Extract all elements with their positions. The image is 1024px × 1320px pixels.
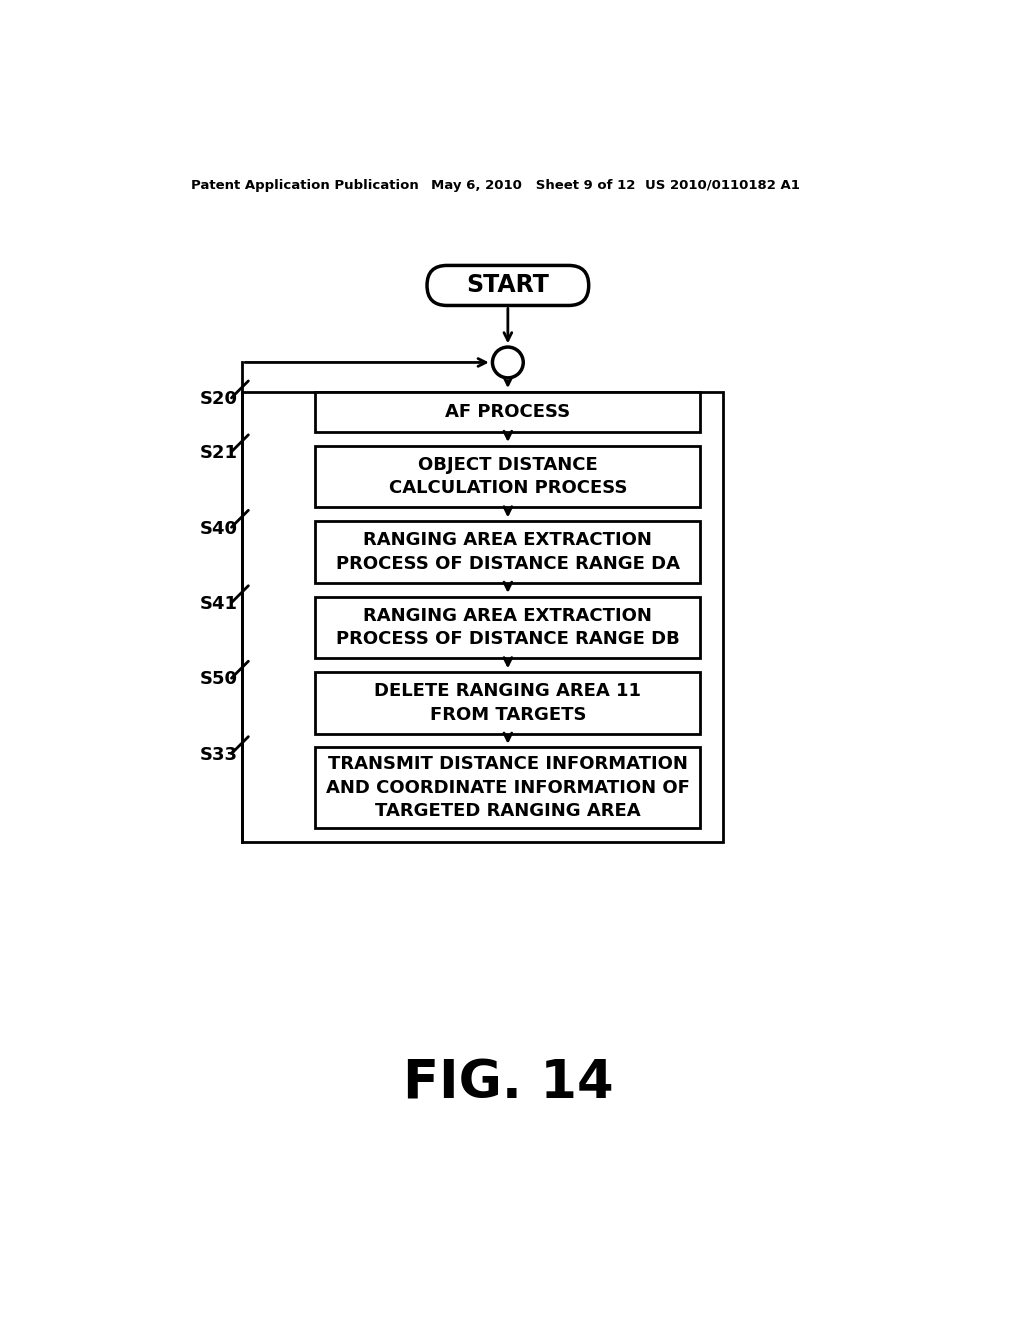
Text: RANGING AREA EXTRACTION
PROCESS OF DISTANCE RANGE DA: RANGING AREA EXTRACTION PROCESS OF DISTA… — [336, 531, 680, 573]
Bar — [315, 672, 700, 734]
Text: OBJECT DISTANCE
CALCULATION PROCESS: OBJECT DISTANCE CALCULATION PROCESS — [389, 455, 627, 498]
Text: US 2010/0110182 A1: US 2010/0110182 A1 — [645, 178, 800, 191]
Text: S41: S41 — [200, 595, 238, 612]
Bar — [315, 747, 700, 829]
Text: AF PROCESS: AF PROCESS — [445, 403, 570, 421]
Text: TRANSMIT DISTANCE INFORMATION
AND COORDINATE INFORMATION OF
TARGETED RANGING ARE: TRANSMIT DISTANCE INFORMATION AND COORDI… — [326, 755, 690, 821]
Text: S20: S20 — [200, 391, 238, 408]
Bar — [243, 392, 724, 842]
Text: S50: S50 — [200, 671, 238, 689]
Text: START: START — [466, 273, 549, 297]
Bar — [315, 446, 700, 507]
Text: Patent Application Publication: Patent Application Publication — [190, 178, 419, 191]
Text: RANGING AREA EXTRACTION
PROCESS OF DISTANCE RANGE DB: RANGING AREA EXTRACTION PROCESS OF DISTA… — [336, 606, 680, 648]
Text: S21: S21 — [200, 444, 238, 462]
Bar — [315, 597, 700, 659]
Bar — [315, 392, 700, 432]
Bar — [315, 521, 700, 582]
Text: S33: S33 — [200, 746, 238, 764]
FancyBboxPatch shape — [427, 265, 589, 305]
Text: FIG. 14: FIG. 14 — [402, 1057, 613, 1110]
Text: DELETE RANGING AREA 11
FROM TARGETS: DELETE RANGING AREA 11 FROM TARGETS — [375, 682, 641, 723]
Text: S40: S40 — [200, 520, 238, 537]
Text: May 6, 2010   Sheet 9 of 12: May 6, 2010 Sheet 9 of 12 — [431, 178, 635, 191]
